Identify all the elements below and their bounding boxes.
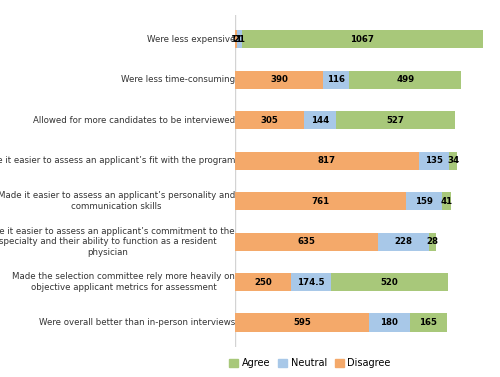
Text: 174.5: 174.5: [297, 277, 324, 287]
Text: Made it easier to assess an applicant’s personality and
communication skills: Made it easier to assess an applicant’s …: [0, 192, 235, 211]
Text: 41: 41: [441, 197, 453, 206]
Text: 817: 817: [318, 156, 336, 165]
Text: 116: 116: [327, 75, 345, 84]
Bar: [336, 111, 455, 129]
Text: Were less time-consuming: Were less time-consuming: [121, 75, 235, 84]
Text: 635: 635: [298, 237, 316, 246]
Bar: [235, 233, 378, 251]
Text: 21: 21: [234, 35, 246, 44]
Text: Were less expensive: Were less expensive: [146, 35, 235, 44]
Text: Made it easier to assess an applicant’s fit with the program: Made it easier to assess an applicant’s …: [0, 156, 235, 165]
Legend: Agree, Neutral, Disagree: Agree, Neutral, Disagree: [226, 354, 394, 372]
Bar: [238, 30, 242, 49]
Text: 144: 144: [311, 116, 329, 125]
Bar: [304, 111, 336, 129]
Text: Allowed for more candidates to be interviewed: Allowed for more candidates to be interv…: [33, 116, 235, 125]
Text: 595: 595: [293, 318, 311, 327]
Bar: [235, 71, 323, 89]
Bar: [235, 313, 369, 332]
Text: 28: 28: [426, 237, 438, 246]
Text: 305: 305: [260, 116, 278, 125]
Bar: [430, 233, 436, 251]
Bar: [330, 273, 448, 291]
Text: 499: 499: [396, 75, 414, 84]
Text: 165: 165: [419, 318, 437, 327]
Text: 520: 520: [380, 277, 398, 287]
Text: Were overall better than in-person interviews: Were overall better than in-person inter…: [39, 318, 235, 327]
Text: 11: 11: [230, 35, 242, 44]
Bar: [235, 30, 238, 49]
Text: 1067: 1067: [350, 35, 374, 44]
Text: 390: 390: [270, 75, 288, 84]
Text: Made the selection committee rely more heavily on
objective applicant metrics fo: Made the selection committee rely more h…: [12, 273, 235, 292]
Bar: [410, 313, 447, 332]
Text: 180: 180: [380, 318, 398, 327]
Bar: [349, 71, 462, 89]
Text: 527: 527: [386, 116, 404, 125]
Bar: [406, 192, 442, 210]
Text: 761: 761: [312, 197, 330, 206]
Bar: [235, 192, 406, 210]
Text: 250: 250: [254, 277, 272, 287]
Bar: [442, 192, 452, 210]
Bar: [378, 233, 430, 251]
Bar: [235, 273, 292, 291]
Bar: [292, 273, 331, 291]
Bar: [235, 152, 419, 170]
Bar: [235, 111, 304, 129]
Bar: [369, 313, 410, 332]
Bar: [242, 30, 482, 49]
Text: 159: 159: [416, 197, 434, 206]
Text: Made it easier to assess an applicant’s commitment to the
specialty and their ab: Made it easier to assess an applicant’s …: [0, 227, 235, 256]
Text: 228: 228: [394, 237, 412, 246]
Bar: [450, 152, 457, 170]
Bar: [419, 152, 450, 170]
Text: 34: 34: [447, 156, 460, 165]
Bar: [323, 71, 349, 89]
Text: 135: 135: [426, 156, 443, 165]
